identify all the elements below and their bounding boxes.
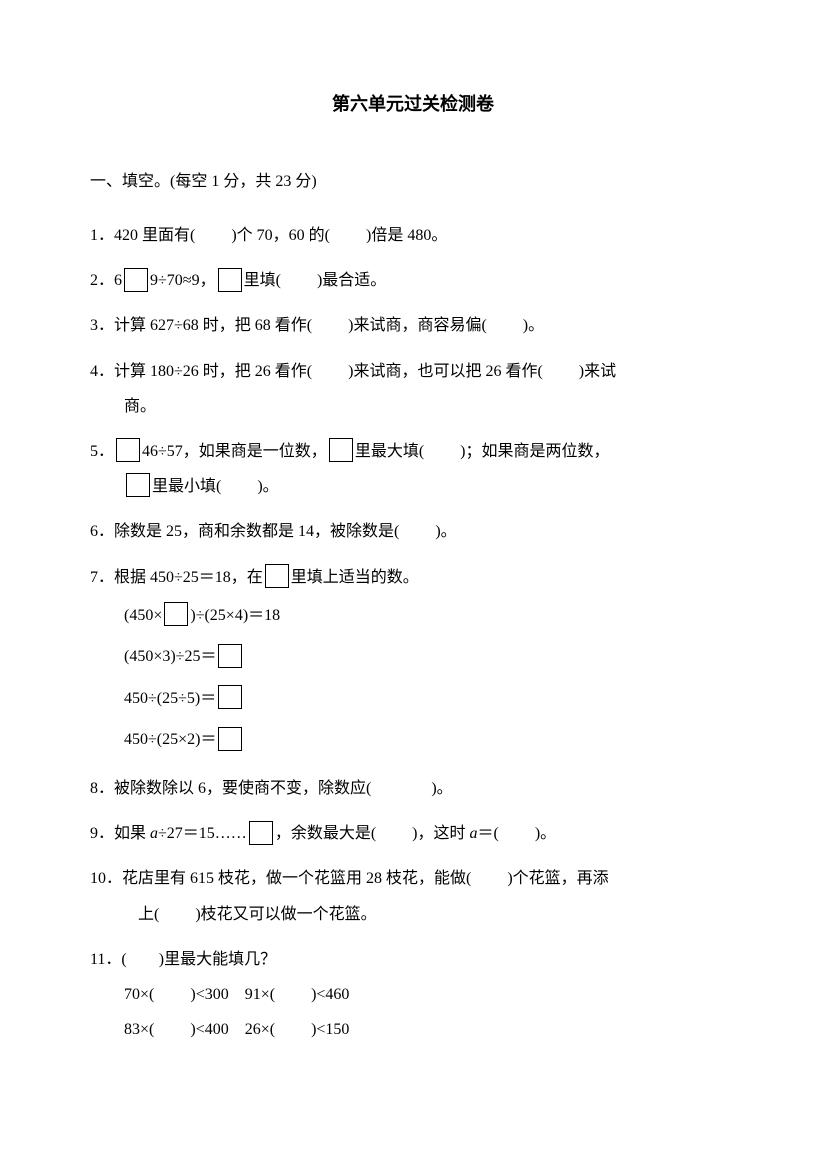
q11-r1a: 70×(	[124, 986, 154, 1003]
q6-text-a: 6．除数是 25，商和余数都是 14，被除数是(	[90, 523, 399, 540]
answer-box	[218, 644, 242, 668]
q1-text-b: )个 70，60 的(	[231, 227, 330, 244]
question-4: 4．计算 180÷26 时，把 26 看作( )来试商，也可以把 26 看作( )来…	[90, 354, 736, 424]
q5-text-f: )。	[257, 478, 278, 495]
q2-text-c: 里填(	[244, 272, 281, 289]
q5-text-d: )；如果商是两位数，	[460, 443, 609, 460]
q11-row1: 70×( )<300 91×( )<460	[90, 977, 736, 1012]
answer-box	[249, 821, 273, 845]
answer-box	[218, 685, 242, 709]
var-a: a	[470, 825, 478, 842]
question-9: 9．如果 a÷27＝15……，余数最大是()，这时 a＝()。	[90, 816, 736, 851]
q10-text-b: )个花篮，再添	[507, 870, 608, 887]
q6-text-b: )。	[435, 523, 456, 540]
q4-text-b: )来试商，也可以把 26 看作(	[348, 363, 543, 380]
q8-text-a: 8．被除数除以 6，要使商不变，除数应(	[90, 780, 371, 797]
q10-text-a: 10．花店里有 615 枝花，做一个花篮用 28 枝花，能做(	[90, 870, 471, 887]
answer-box	[116, 438, 140, 462]
q11-r2b: )<400 26×(	[190, 1021, 275, 1038]
q2-text-a: 2．6	[90, 272, 122, 289]
page-title: 第六单元过关检测卷	[90, 90, 736, 116]
q11-r1c: )<460	[311, 986, 349, 1003]
var-a: a	[150, 825, 158, 842]
q5-text-b: 46÷57，如果商是一位数，	[142, 443, 327, 460]
question-7: 7．根据 450÷25＝18，在 里填上适当的数。 (450× )÷(25×4)＝1…	[90, 560, 736, 762]
q7-e2: (450×3)÷25＝	[124, 648, 216, 665]
question-8: 8．被除数除以 6，要使商不变，除数应( )。	[90, 771, 736, 806]
q10-text-c: 上(	[138, 906, 159, 923]
q11-row2: 83×( )<400 26×( )<150	[90, 1012, 736, 1047]
q9-text-b: ÷27＝15……	[158, 825, 247, 842]
q8-text-b: )。	[431, 780, 452, 797]
q4-line2: 商。	[90, 389, 736, 424]
q3-text-b: )来试商，商容易偏(	[348, 317, 487, 334]
answer-box	[126, 473, 150, 497]
q4-text-c: )来试	[579, 363, 616, 380]
q7-e1b: )÷(25×4)＝18	[190, 607, 280, 624]
answer-box	[124, 268, 148, 292]
q9-text-e: ＝(	[478, 825, 499, 842]
q9-text-c: ，余数最大是(	[275, 825, 376, 842]
question-11: 11．( )里最大能填几？ 70×( )<300 91×( )<460 83×( )<…	[90, 942, 736, 1048]
answer-box	[218, 268, 242, 292]
q5-text-a: 5．	[90, 443, 114, 460]
q7-e1a: (450×	[124, 607, 162, 624]
q11-r2c: )<150	[311, 1021, 349, 1038]
q7-text-a: 7．根据 450÷25＝18，在	[90, 569, 263, 586]
q7-e4: 450÷(25×2)＝	[124, 731, 216, 748]
q9-text-f: )。	[535, 825, 556, 842]
question-6: 6．除数是 25，商和余数都是 14，被除数是( )。	[90, 514, 736, 549]
q7-eq2: (450×3)÷25＝	[90, 636, 736, 678]
q3-text-a: 3．计算 627÷68 时，把 68 看作(	[90, 317, 312, 334]
q11-r1b: )<300 91×(	[190, 986, 275, 1003]
q7-text-b: 里填上适当的数。	[291, 569, 419, 586]
answer-box	[265, 564, 289, 588]
q7-eq4: 450÷(25×2)＝	[90, 719, 736, 761]
q5-text-c: 里最大填(	[355, 443, 424, 460]
answer-box	[164, 602, 188, 626]
exam-page: 第六单元过关检测卷 一、填空。(每空 1 分，共 23 分) 1．420 里面有…	[0, 0, 826, 1169]
q5-text-e: 里最小填(	[152, 478, 221, 495]
question-1: 1．420 里面有( )个 70，60 的( )倍是 480。	[90, 218, 736, 253]
answer-box	[218, 727, 242, 751]
q4-text-d: 商。	[124, 398, 156, 415]
q7-eq3: 450÷(25÷5)＝	[90, 678, 736, 720]
question-5: 5． 46÷57，如果商是一位数， 里最大填( )；如果商是两位数， 里最小填( )。	[90, 434, 736, 504]
q1-text-a: 1．420 里面有(	[90, 227, 195, 244]
q1-text-c: )倍是 480。	[366, 227, 447, 244]
q10-text-d: )枝花又可以做一个花篮。	[195, 906, 376, 923]
question-2: 2．6 9÷70≈9， 里填( )最合适。	[90, 263, 736, 298]
q4-text-a: 4．计算 180÷26 时，把 26 看作(	[90, 363, 312, 380]
q5-line2: 里最小填( )。	[90, 469, 736, 504]
q2-text-d: )最合适。	[317, 272, 386, 289]
q11-r2a: 83×(	[124, 1021, 154, 1038]
question-3: 3．计算 627÷68 时，把 68 看作( )来试商，商容易偏( )。	[90, 308, 736, 343]
q11-head: 11．( )里最大能填几？	[90, 951, 276, 968]
section-1-head: 一、填空。(每空 1 分，共 23 分)	[90, 166, 736, 198]
q10-line2: 上( )枝花又可以做一个花篮。	[90, 897, 736, 932]
question-10: 10．花店里有 615 枝花，做一个花篮用 28 枝花，能做( )个花篮，再添 上…	[90, 861, 736, 931]
q7-e3: 450÷(25÷5)＝	[124, 690, 216, 707]
answer-box	[329, 438, 353, 462]
q9-text-a: 9．如果	[90, 825, 150, 842]
q3-text-c: )。	[523, 317, 544, 334]
q2-text-b: 9÷70≈9，	[150, 272, 216, 289]
q7-eq1: (450× )÷(25×4)＝18	[90, 595, 736, 637]
q9-text-d: )，这时	[412, 825, 469, 842]
